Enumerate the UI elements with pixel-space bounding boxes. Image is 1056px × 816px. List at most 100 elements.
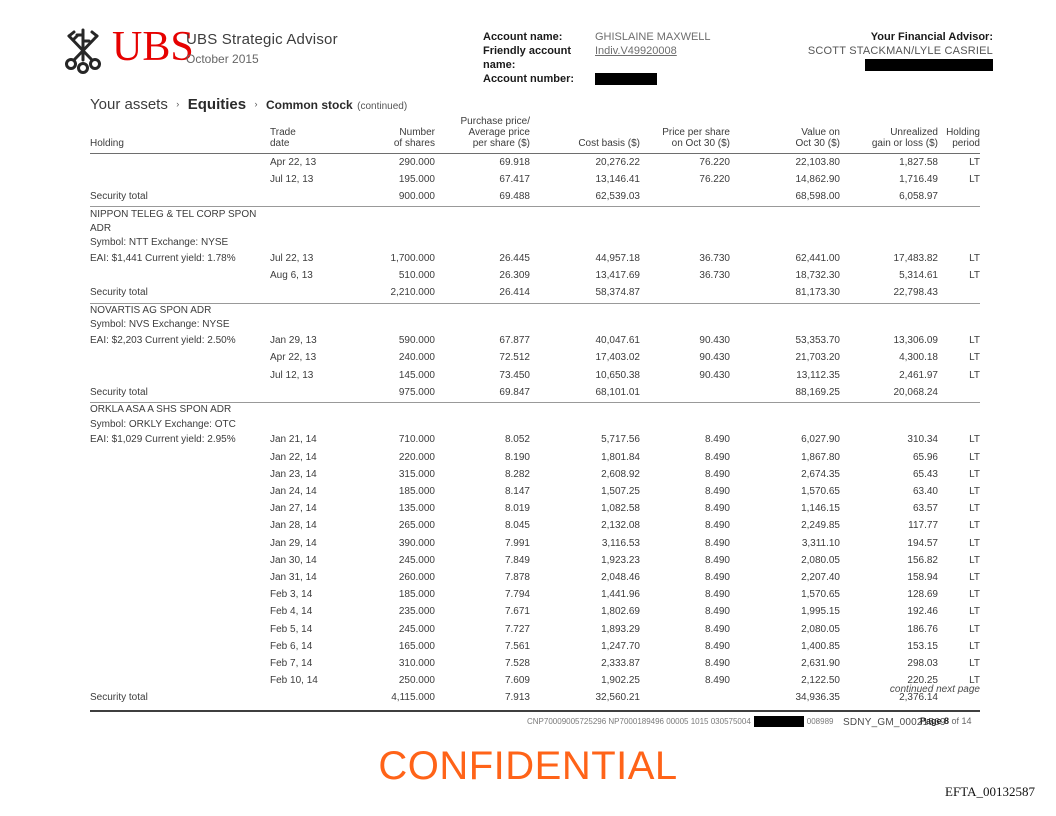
breadcrumb-continued-note: (continued) — [357, 101, 408, 112]
table-cell: 117.77 — [908, 520, 938, 532]
table-cell: 63.57 — [912, 503, 938, 515]
table-cell: 6,058.97 — [840, 188, 938, 208]
table-cell: 1,716.49 — [899, 173, 938, 185]
table-cell: 975.000 — [345, 384, 435, 404]
table-cell: 245.000 — [398, 554, 435, 566]
product-title: UBS Strategic Advisor — [186, 31, 338, 48]
table-cell — [90, 466, 270, 483]
holding-name-row: Symbol: NTT Exchange: NYSE — [90, 236, 980, 250]
table-cell: 22,103.80 — [795, 156, 841, 168]
table-cell — [90, 621, 270, 638]
account-name-label: Account name: — [483, 31, 563, 43]
table-cell: 156.82 — [907, 554, 938, 566]
table-cell: EAI: $1,441 Current yield: 1.78% — [90, 253, 236, 265]
table-cell: 7.528 — [504, 657, 530, 669]
table-row: Jan 23, 14 315.000 8.282 2,608.92 8.490 2,674… — [90, 466, 980, 483]
table-cell: Jan 27, 14 — [270, 503, 317, 515]
table-cell: LT — [969, 173, 980, 185]
column-header: Trade date — [270, 116, 345, 154]
table-cell: 2,080.05 — [801, 623, 840, 635]
table-cell — [640, 384, 730, 404]
table-cell: 8.490 — [704, 434, 730, 446]
table-cell: LT — [969, 623, 980, 635]
table-cell: Jan 29, 13 — [270, 335, 317, 347]
security-total-row: Security total 900.000 69.488 62,539.03 68,5… — [90, 188, 980, 208]
table-cell: 8.147 — [504, 486, 530, 498]
table-cell: 7.794 — [504, 589, 530, 601]
table-row: Jan 29, 14 390.000 7.991 3,116.53 8.490 3,311… — [90, 535, 980, 552]
table-cell: 76.220 — [699, 173, 730, 185]
footer-rule — [90, 710, 980, 712]
table-cell: 1,700.000 — [390, 253, 436, 265]
table-cell — [640, 188, 730, 208]
table-cell: 72.512 — [499, 352, 530, 364]
table-body: Apr 22, 13 290.000 69.918 20,276.22 76.220 22… — [90, 154, 980, 708]
table-row: EAI: $2,203 Current yield: 2.50% Jan 29, … — [90, 333, 980, 350]
confidential-stamp: CONFIDENTIAL — [378, 744, 678, 788]
table-cell: 1,441.96 — [601, 589, 640, 601]
table-cell: 900.000 — [345, 188, 435, 208]
table-row: Jul 12, 13 195.000 67.417 13,146.41 76.220 14… — [90, 171, 980, 188]
table-cell — [270, 284, 345, 304]
table-cell: 21,703.20 — [795, 352, 841, 364]
table-cell: 194.57 — [907, 537, 938, 549]
footer-code-left: CNP70009005725296 NP7000189496 00005 101… — [527, 717, 751, 726]
table-cell: 32,560.21 — [595, 692, 641, 704]
table-cell: 2,249.85 — [801, 520, 840, 532]
table-cell: Jan 21, 14 — [270, 434, 317, 446]
table-row: Apr 22, 13 240.000 72.512 17,403.02 90.430 21… — [90, 350, 980, 367]
table-cell: 40,047.61 — [595, 335, 641, 347]
table-row: Jan 30, 14 245.000 7.849 1,923.23 8.490 2,080… — [90, 552, 980, 569]
table-cell: 8.490 — [704, 589, 730, 601]
column-header: Purchase price/ Average price per share … — [435, 116, 530, 154]
account-number-label: Account number: — [483, 73, 575, 85]
table-cell: 65.96 — [912, 451, 938, 463]
table-cell: Feb 6, 14 — [270, 640, 313, 652]
table-row: Jan 31, 14 260.000 7.878 2,048.46 8.490 2,207… — [90, 569, 980, 586]
table-cell: EAI: $1,029 Current yield: 2.95% — [90, 434, 236, 446]
table-cell: 315.000 — [398, 468, 435, 480]
table-cell: 73.450 — [499, 369, 530, 381]
table-cell: 8.490 — [704, 623, 730, 635]
table-cell: 260.000 — [398, 571, 435, 583]
table-cell: 2,461.97 — [899, 369, 938, 381]
holding-name: ORKLA ASA A SHS SPON ADR — [90, 404, 232, 416]
table-cell: LT — [969, 554, 980, 566]
table-cell: 158.94 — [907, 571, 938, 583]
table-cell: 7.727 — [504, 623, 530, 635]
table-cell: 13,146.41 — [595, 173, 641, 185]
table-cell: Security total — [90, 692, 148, 704]
table-cell: 1,247.70 — [601, 640, 640, 652]
table-cell: 290.000 — [398, 156, 435, 168]
table-cell: 2,207.40 — [801, 571, 840, 583]
table-cell — [90, 449, 270, 466]
table-cell: LT — [969, 537, 980, 549]
table-cell — [938, 188, 980, 208]
table-cell: 90.430 — [699, 369, 730, 381]
table-cell — [90, 518, 270, 535]
page-number: Page 8 — [920, 716, 950, 726]
table-cell: 510.000 — [398, 270, 435, 282]
table-cell: 26.445 — [499, 253, 530, 265]
table-cell: Feb 7, 14 — [270, 657, 313, 669]
table-cell: 7.913 — [504, 692, 530, 704]
table-cell: 62,441.00 — [795, 253, 841, 265]
table-cell: 2,210.000 — [345, 284, 435, 304]
table-cell: Security total — [90, 384, 270, 404]
table-cell: 69.918 — [499, 156, 530, 168]
table-cell: Jan 31, 14 — [270, 571, 317, 583]
column-header: Value on Oct 30 ($) — [730, 116, 840, 154]
table-cell: 1,902.25 — [601, 675, 640, 687]
table-cell: 186.76 — [907, 623, 938, 635]
table-cell: 68,598.00 — [730, 188, 840, 208]
table-cell: 250.000 — [398, 675, 435, 687]
table-cell: 20,276.22 — [595, 156, 641, 168]
table-cell: 67.877 — [499, 335, 530, 347]
table-cell: 1,867.80 — [801, 451, 840, 463]
table-row: EAI: $1,441 Current yield: 1.78% Jul 22, … — [90, 250, 980, 267]
holding-name-row: NIPPON TELEG & TEL CORP SPON — [90, 207, 980, 222]
table-cell: 13,112.35 — [796, 369, 840, 381]
redaction-box — [595, 73, 657, 85]
table-cell: 245.000 — [398, 623, 435, 635]
page-indicator: Page 8 of 14 — [920, 716, 972, 726]
